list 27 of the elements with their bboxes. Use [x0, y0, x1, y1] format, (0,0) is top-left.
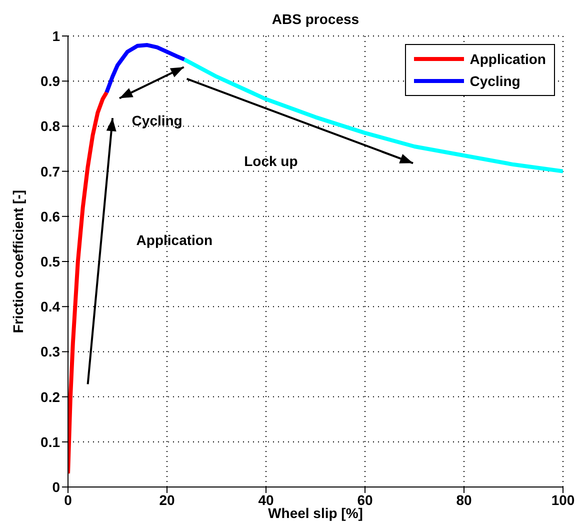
y-tick-label: 0.2 [40, 388, 60, 405]
annotation: Lock up [244, 152, 298, 169]
y-tick-label: 0.8 [40, 118, 60, 134]
x-tick-label: 100 [551, 492, 575, 508]
line-series [68, 90, 109, 476]
y-tick-label: 0.4 [40, 298, 60, 315]
y-tick-label: 0.9 [40, 73, 60, 90]
y-tick-label: 0.3 [40, 344, 60, 360]
y-axis-title: Friction coefficient [-] [10, 190, 26, 334]
y-tick-label: 0.1 [40, 434, 60, 450]
legend-label: Cycling [470, 73, 520, 89]
y-tick-label: 0.7 [40, 163, 60, 180]
x-tick-label: 20 [159, 492, 175, 508]
annotation: Cycling [132, 112, 182, 128]
line-series [104, 43, 186, 94]
y-tick-label: 0 [52, 478, 60, 495]
chart-title: ABS process [272, 11, 360, 27]
y-tick-label: 0.5 [40, 253, 60, 270]
x-axis-title: Wheel slip [%] [268, 505, 363, 521]
y-tick-label: 0.6 [40, 208, 60, 224]
annotation: Application [136, 232, 213, 248]
x-tick-label: 60 [357, 492, 373, 508]
y-tick-label: 1 [52, 28, 60, 44]
x-tick-label: 40 [258, 492, 274, 508]
x-tick-label: 0 [64, 492, 72, 508]
x-tick-label: 80 [456, 492, 472, 508]
legend-label: Application [470, 51, 546, 67]
